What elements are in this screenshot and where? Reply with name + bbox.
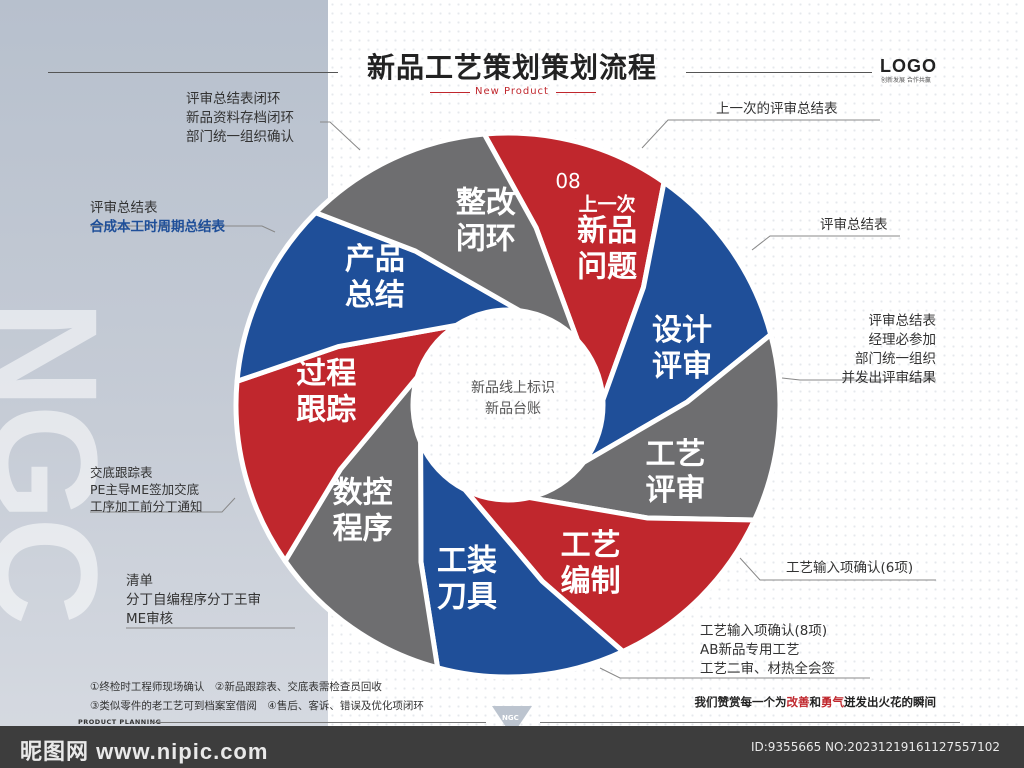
annotation-line: 清单 bbox=[126, 573, 153, 589]
annotation-line: 评审总结表闭环 bbox=[186, 91, 281, 107]
annotation-line: 评审总结表 bbox=[820, 217, 888, 233]
segment-title-line2: 评审 bbox=[646, 473, 706, 508]
slogan: 我们赞赏每一个为改善和勇气迸发出火花的瞬间 bbox=[695, 694, 937, 710]
footer-rule-left bbox=[150, 722, 486, 723]
connector-line bbox=[641, 119, 880, 149]
center-line-2: 新品台账 bbox=[485, 401, 541, 417]
annotation-tooling: 工艺输入项确认(8项) AB新品专用工艺 工艺二审、材热全会签 bbox=[700, 622, 835, 679]
segment-title-line2: 问题 bbox=[577, 249, 637, 284]
bottom-notes: ①终检时工程师现场确认 ②新品跟踪表、交底表需检查员回收 ③类似零件的老工艺可到… bbox=[90, 678, 424, 716]
center-line-1: 新品线上标识 bbox=[471, 380, 555, 396]
page-subtitle: New Product bbox=[475, 86, 549, 97]
segment-title-line2: 刀具 bbox=[437, 579, 497, 614]
connector-line bbox=[751, 235, 900, 251]
slogan-part: 迸发出火花的瞬间 bbox=[844, 695, 936, 709]
ring-segment-08 bbox=[313, 131, 580, 343]
segment-title-line1: 工装 bbox=[437, 543, 497, 578]
annotation-line: 交底跟踪表 bbox=[90, 465, 153, 480]
segment-title-line2: 总结 bbox=[345, 278, 405, 313]
annotation-line: PE主导ME签加交底 bbox=[90, 482, 200, 497]
segment-title-line1: 工艺 bbox=[646, 437, 706, 472]
segment-title-line1: 工艺 bbox=[561, 528, 621, 563]
annotation-line: 工艺输入项确认(6项) bbox=[786, 560, 914, 576]
connector-line bbox=[781, 377, 936, 381]
logo-tagline: 创新发展 合作共赢 bbox=[881, 77, 931, 84]
annotation-last-review: 上一次的评审总结表 bbox=[716, 100, 838, 119]
segment-title-line2: 程序 bbox=[333, 512, 393, 547]
slogan-part: 我们赞赏每一个为 bbox=[694, 695, 787, 709]
annotation-line: 上一次的评审总结表 bbox=[716, 101, 838, 117]
annotation-highlight: 合成本工时周期总结表 bbox=[90, 219, 225, 235]
connector-line bbox=[739, 557, 936, 581]
segment-title-line1: 整改 bbox=[456, 185, 516, 220]
annotation-closing: 评审总结表闭环 新品资料存档闭环 部门统一组织确认 bbox=[186, 90, 294, 147]
annotation-line: 工序加工前分丁通知 bbox=[90, 499, 203, 514]
annotation-summary: 评审总结表 合成本工时周期总结表 bbox=[90, 199, 225, 237]
page-title: 新品工艺策划策划流程 bbox=[366, 51, 657, 84]
segment-title-line1: 过程 bbox=[296, 356, 356, 391]
connector-line bbox=[320, 121, 361, 151]
connector-line bbox=[599, 667, 870, 679]
logo: LOGO bbox=[880, 56, 937, 76]
annotation-line: 经理必参加 bbox=[868, 332, 937, 348]
segment-title-line2: 评审 bbox=[652, 349, 712, 384]
segment-title-line2: 跟踪 bbox=[296, 392, 356, 427]
annotation-line: ME审核 bbox=[126, 611, 174, 627]
footer-rule-right bbox=[540, 722, 960, 723]
center-text: 新品线上标识 新品台账 bbox=[450, 378, 576, 420]
title-rule-left bbox=[48, 72, 338, 73]
watermark-site: 昵图网 www.nipic.com bbox=[20, 739, 269, 764]
slogan-highlight: 勇气 bbox=[821, 695, 844, 709]
annotation-line: 部门统一组织 bbox=[855, 351, 936, 367]
subtitle-rule-right bbox=[556, 92, 596, 93]
annotation-cnc: 清单 分丁自编程序分丁王审 ME审核 bbox=[126, 572, 261, 629]
slogan-highlight: 改善 bbox=[786, 695, 810, 709]
segment-title-line1: 产品 bbox=[345, 242, 405, 277]
segment-number: 08 bbox=[555, 169, 580, 193]
annotation-design-review: 评审总结表 bbox=[820, 216, 888, 235]
note-line: ③类似零件的老工艺可到档案室借阅 ④售后、客诉、错误及优化项闭环 bbox=[90, 700, 424, 712]
annotation-line: 部门统一组织确认 bbox=[186, 129, 294, 145]
annotation-line: 评审总结表 bbox=[868, 313, 937, 329]
annotation-line: 并发出评审结果 bbox=[841, 370, 937, 386]
footer-label: PRODUCT PLANNING bbox=[78, 718, 162, 726]
watermark-bar bbox=[0, 726, 1024, 768]
connector-line bbox=[90, 497, 236, 513]
annotation-line: AB新品专用工艺 bbox=[700, 642, 800, 658]
segment-title-line1: 新品 bbox=[577, 213, 637, 248]
slogan-part: 和 bbox=[809, 695, 822, 709]
annotation-line: 工艺二审、材热全会签 bbox=[700, 661, 835, 677]
title-rule-right bbox=[686, 72, 872, 73]
segment-title-line2: 编制 bbox=[561, 564, 621, 599]
badge-text: NGC bbox=[502, 714, 519, 722]
annotation-process-review: 评审总结表 经理必参加 部门统一组织 并发出评审结果 bbox=[842, 312, 937, 388]
watermark-id: ID:9355665 NO:20231219161127557102 bbox=[750, 740, 1000, 754]
annotation-line: 分丁自编程序分丁王审 bbox=[126, 592, 261, 608]
note-line: ①终检时工程师现场确认 ②新品跟踪表、交底表需检查员回收 bbox=[90, 681, 382, 693]
segment-title-line2: 闭环 bbox=[456, 221, 516, 256]
annotation-tracking: 交底跟踪表 PE主导ME签加交底 工序加工前分丁通知 bbox=[90, 464, 203, 515]
subtitle-rule-left bbox=[430, 92, 470, 93]
annotation-line: 工艺输入项确认(8项) bbox=[700, 623, 828, 639]
segment-top-label: 上一次 bbox=[579, 192, 636, 215]
segment-title-line1: 数控 bbox=[333, 476, 393, 511]
annotation-line: 评审总结表 bbox=[90, 200, 158, 216]
annotation-process-compile: 工艺输入项确认(6项) bbox=[786, 559, 913, 578]
connector-line bbox=[90, 225, 276, 233]
segment-title-line1: 设计 bbox=[652, 313, 712, 348]
annotation-line: 新品资料存档闭环 bbox=[186, 110, 294, 126]
